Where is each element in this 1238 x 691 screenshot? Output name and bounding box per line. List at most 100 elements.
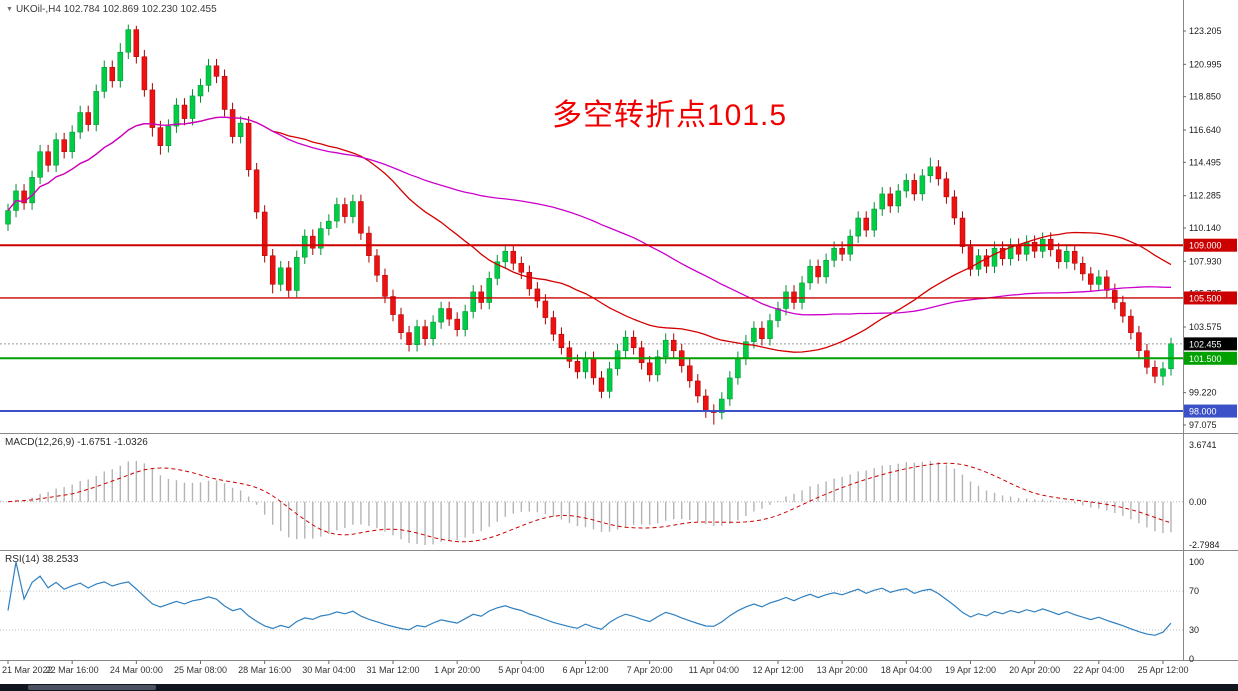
candle-body bbox=[109, 67, 116, 82]
rsi-axis-label: 70 bbox=[1189, 586, 1199, 596]
candle-body bbox=[406, 332, 412, 345]
candle-body bbox=[823, 260, 829, 278]
candle-body bbox=[157, 127, 164, 146]
price-axis-label: 120.995 bbox=[1189, 59, 1222, 69]
candle-body bbox=[494, 261, 501, 279]
collapse-ohlc-icon[interactable]: ▼ bbox=[6, 6, 13, 13]
candle-body bbox=[654, 356, 661, 376]
svg-text:101.500: 101.500 bbox=[1189, 354, 1222, 364]
candle-body bbox=[903, 180, 910, 192]
candle-body bbox=[534, 288, 541, 302]
macd-axis-label: 3.6741 bbox=[1189, 440, 1217, 450]
time-axis-label: 28 Mar 16:00 bbox=[238, 665, 291, 675]
candle-body bbox=[1160, 368, 1166, 377]
price-badge: 101.500 bbox=[1184, 351, 1237, 365]
candle-body bbox=[334, 204, 340, 222]
candle-body bbox=[422, 326, 428, 339]
price-badge: 105.500 bbox=[1184, 291, 1237, 305]
price-axis-label: 110.140 bbox=[1189, 223, 1221, 233]
scrollbar-thumb[interactable] bbox=[28, 685, 156, 690]
candle-body bbox=[69, 131, 75, 152]
candle-body bbox=[598, 377, 605, 392]
time-axis-label: 31 Mar 12:00 bbox=[366, 665, 419, 675]
candle-body bbox=[518, 263, 525, 273]
horizontal-scrollbar[interactable] bbox=[0, 684, 1238, 691]
candle-body bbox=[759, 327, 765, 339]
candle-body bbox=[542, 300, 549, 318]
candle-body bbox=[285, 267, 292, 291]
candle-body bbox=[751, 327, 757, 342]
candle-body bbox=[302, 235, 308, 258]
candle-body bbox=[294, 257, 300, 291]
candle-body bbox=[839, 247, 845, 255]
candle-body bbox=[735, 358, 741, 379]
time-axis-label: 11 Apr 04:00 bbox=[689, 665, 739, 675]
candle-body bbox=[189, 95, 196, 119]
candle-body bbox=[919, 175, 926, 195]
price-axis-label: 107.930 bbox=[1189, 256, 1222, 266]
chart-title: ▼ UKOil-,H4 102.784 102.869 102.230 102.4… bbox=[6, 4, 217, 15]
candle-body bbox=[927, 166, 934, 177]
candle-body bbox=[245, 122, 252, 171]
candle-body bbox=[935, 166, 942, 180]
candle-body bbox=[1096, 276, 1102, 285]
time-axis-label: 13 Apr 20:00 bbox=[817, 665, 868, 675]
candle-body bbox=[1031, 241, 1038, 252]
candle-body bbox=[727, 377, 733, 400]
candle-body bbox=[61, 139, 67, 152]
svg-text:102.455: 102.455 bbox=[1189, 339, 1222, 349]
candle-body bbox=[831, 247, 837, 261]
price-axis-label: 99.220 bbox=[1189, 388, 1217, 398]
candle-body bbox=[863, 217, 869, 231]
time-axis-label: 5 Apr 04:00 bbox=[498, 665, 544, 675]
rsi-line bbox=[7, 561, 1172, 636]
candle-body bbox=[141, 56, 148, 91]
candle-body bbox=[93, 91, 99, 125]
candle-body bbox=[261, 211, 268, 256]
rsi-axis-label: 0 bbox=[1189, 654, 1194, 664]
price-badge: 109.000 bbox=[1184, 238, 1237, 252]
candle-body bbox=[1136, 332, 1142, 351]
candle-body bbox=[382, 275, 388, 297]
candle-body bbox=[446, 308, 452, 320]
svg-text:105.500: 105.500 bbox=[1189, 293, 1222, 303]
price-axis-label: 116.640 bbox=[1189, 125, 1221, 135]
candle-body bbox=[21, 190, 27, 204]
macd-indicator-label: MACD(12,26,9) -1.6751 -1.0326 bbox=[5, 437, 148, 448]
candle-body bbox=[229, 109, 236, 137]
price-axis-label: 118.850 bbox=[1189, 92, 1221, 102]
time-axis-label: 7 Apr 20:00 bbox=[627, 665, 673, 675]
candle-body bbox=[1088, 273, 1094, 285]
price-axis-label: 97.075 bbox=[1189, 420, 1217, 430]
time-axis-label: 22 Apr 04:00 bbox=[1073, 665, 1124, 675]
annotation-text[interactable]: 多空转折点101.5 bbox=[552, 99, 788, 132]
candle-body bbox=[687, 365, 693, 382]
candle-body bbox=[181, 104, 188, 119]
candle-body bbox=[390, 296, 396, 315]
candle-body bbox=[1023, 241, 1030, 255]
candle-body bbox=[1152, 367, 1158, 377]
candle-body bbox=[221, 76, 228, 110]
candle-body bbox=[606, 368, 613, 392]
candle-body bbox=[1015, 244, 1022, 255]
candle-body bbox=[173, 104, 180, 127]
candle-body bbox=[983, 255, 990, 267]
candle-body bbox=[703, 395, 709, 412]
candle-body bbox=[622, 336, 629, 352]
macd-axis-label: 0.00 bbox=[1189, 497, 1207, 507]
candle-body bbox=[454, 318, 460, 330]
candle-body bbox=[358, 201, 364, 234]
candle-body bbox=[253, 169, 260, 213]
price-axis-label: 112.285 bbox=[1189, 191, 1221, 201]
candle-body bbox=[430, 321, 436, 339]
time-axis-label: 22 Mar 16:00 bbox=[46, 665, 99, 675]
candle-body bbox=[125, 29, 132, 53]
macd-axis-label: -2.7984 bbox=[1189, 540, 1220, 550]
candle-body bbox=[29, 177, 35, 204]
price-axis: 123.205 120.995 118.850 116.640 114.495 112.2… bbox=[1183, 26, 1222, 430]
candle-body bbox=[486, 278, 492, 303]
candle-body bbox=[1055, 249, 1062, 263]
